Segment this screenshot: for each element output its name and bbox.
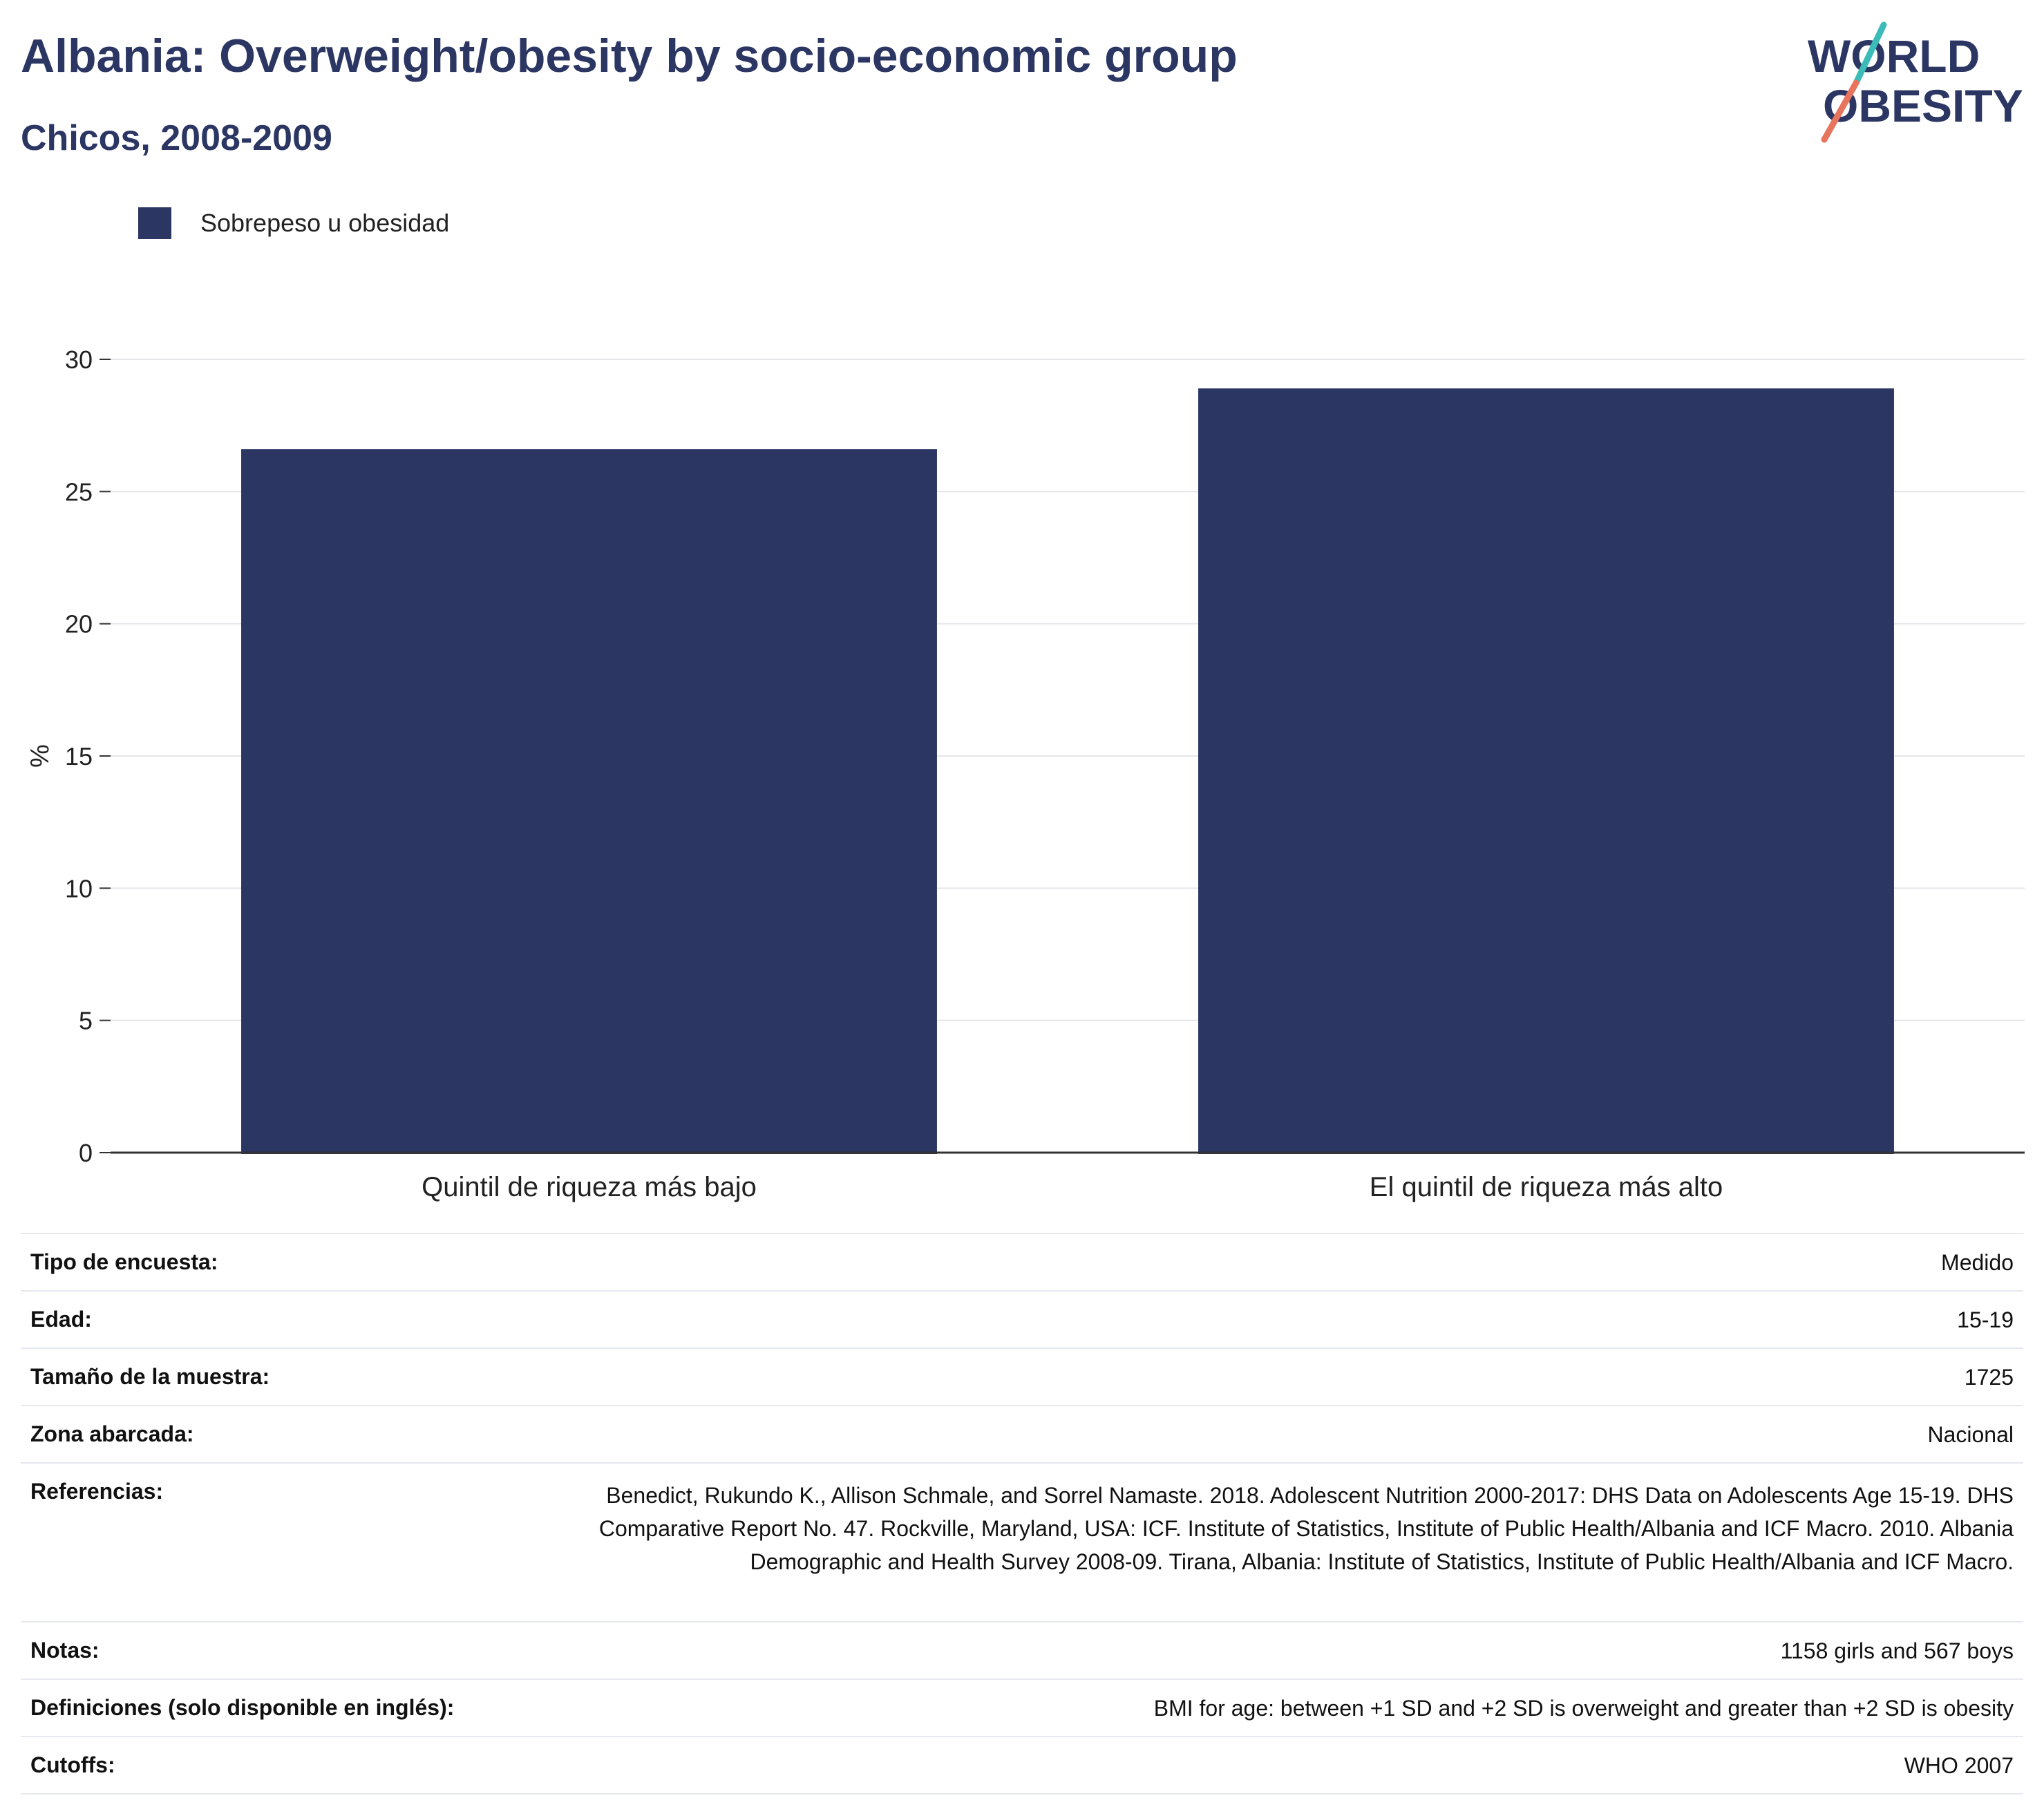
table-row-value: 15-19	[538, 1290, 2023, 1348]
y-tick-label: 15	[65, 742, 93, 770]
table-row-key: Notas:	[21, 1621, 538, 1679]
table-row: Definiciones (solo disponible en inglés)…	[21, 1678, 2023, 1737]
table-row-key: Tamaño de la muestra:	[21, 1347, 538, 1406]
table-row: Cutoffs: WHO 2007	[21, 1736, 2023, 1795]
y-tick-label: 20	[65, 610, 93, 639]
x-tick-label: Quintil de riqueza más bajo	[422, 1172, 757, 1202]
table-row: Tipo de encuesta: Medido	[21, 1233, 2023, 1291]
world-obesity-logo: WORLD OBESITY	[1808, 21, 2023, 143]
table-row: Tamaño de la muestra: 1725	[21, 1347, 2023, 1406]
chart-title: Albania: Overweight/obesity by socio-eco…	[21, 30, 1238, 82]
table-row: Zona abarcada: Nacional	[21, 1405, 2023, 1463]
legend-label: Sobrepeso u obesidad	[200, 209, 450, 237]
table-row-key: Tipo de encuesta:	[21, 1233, 538, 1291]
table-row: Notas: 1158 girls and 567 boys	[21, 1621, 2023, 1679]
table-row: Referencias: Benedict, Rukundo K., Alliso…	[21, 1462, 2023, 1622]
table-row-value: 1158 girls and 567 boys	[538, 1621, 2023, 1679]
y-tick-labels: 0 5 10 15 20 25 30	[65, 346, 111, 1167]
table-row-value: Medido	[538, 1233, 2023, 1291]
metadata-table: Tipo de encuesta: Medido Edad: 15-19 Tamaño …	[21, 1233, 2023, 1795]
y-tick-label: 25	[65, 477, 93, 506]
table-row-key: Edad:	[21, 1290, 538, 1348]
legend-swatch	[138, 207, 171, 239]
table-row-value: WHO 2007	[538, 1736, 2023, 1795]
chart-subtitle: Chicos, 2008-2009	[21, 118, 332, 158]
logo-slash-top	[1853, 21, 1887, 86]
table-row-key: Referencias:	[21, 1462, 538, 1622]
logo-line1: WORLD	[1808, 30, 1980, 82]
table-row-value: Benedict, Rukundo K., Allison Schmale, a…	[538, 1462, 2023, 1622]
bar-chart: 0 5 10 15 20 25 30 Quintil de riqueza más bajo…	[26, 346, 2025, 1202]
table-row-key: Cutoffs:	[21, 1736, 538, 1795]
table-row-value: Nacional	[538, 1405, 2023, 1463]
logo-slash-bottom	[1821, 79, 1860, 143]
table-row-value: BMI for age: between +1 SD and +2 SD is …	[538, 1678, 2023, 1737]
bars	[241, 388, 1894, 1155]
table-row-value: 1725	[538, 1347, 2023, 1406]
table-row-key: Definiciones (solo disponible en inglés)…	[21, 1678, 538, 1737]
y-tick-label: 0	[79, 1139, 93, 1167]
y-axis-label: %	[26, 744, 55, 768]
y-tick-label: 5	[79, 1007, 93, 1035]
table-row: Edad: 15-19	[21, 1290, 2023, 1348]
y-tick-label: 10	[65, 874, 93, 902]
x-tick-label: El quintil de riqueza más alto	[1370, 1172, 1723, 1202]
table-row-key: Zona abarcada:	[21, 1405, 538, 1463]
bar	[1198, 388, 1894, 1155]
bar	[241, 449, 937, 1154]
legend: Sobrepeso u obesidad	[138, 206, 449, 240]
x-tick-labels: Quintil de riqueza más bajo El quintil de…	[422, 1172, 1723, 1202]
y-tick-label: 30	[65, 346, 93, 374]
